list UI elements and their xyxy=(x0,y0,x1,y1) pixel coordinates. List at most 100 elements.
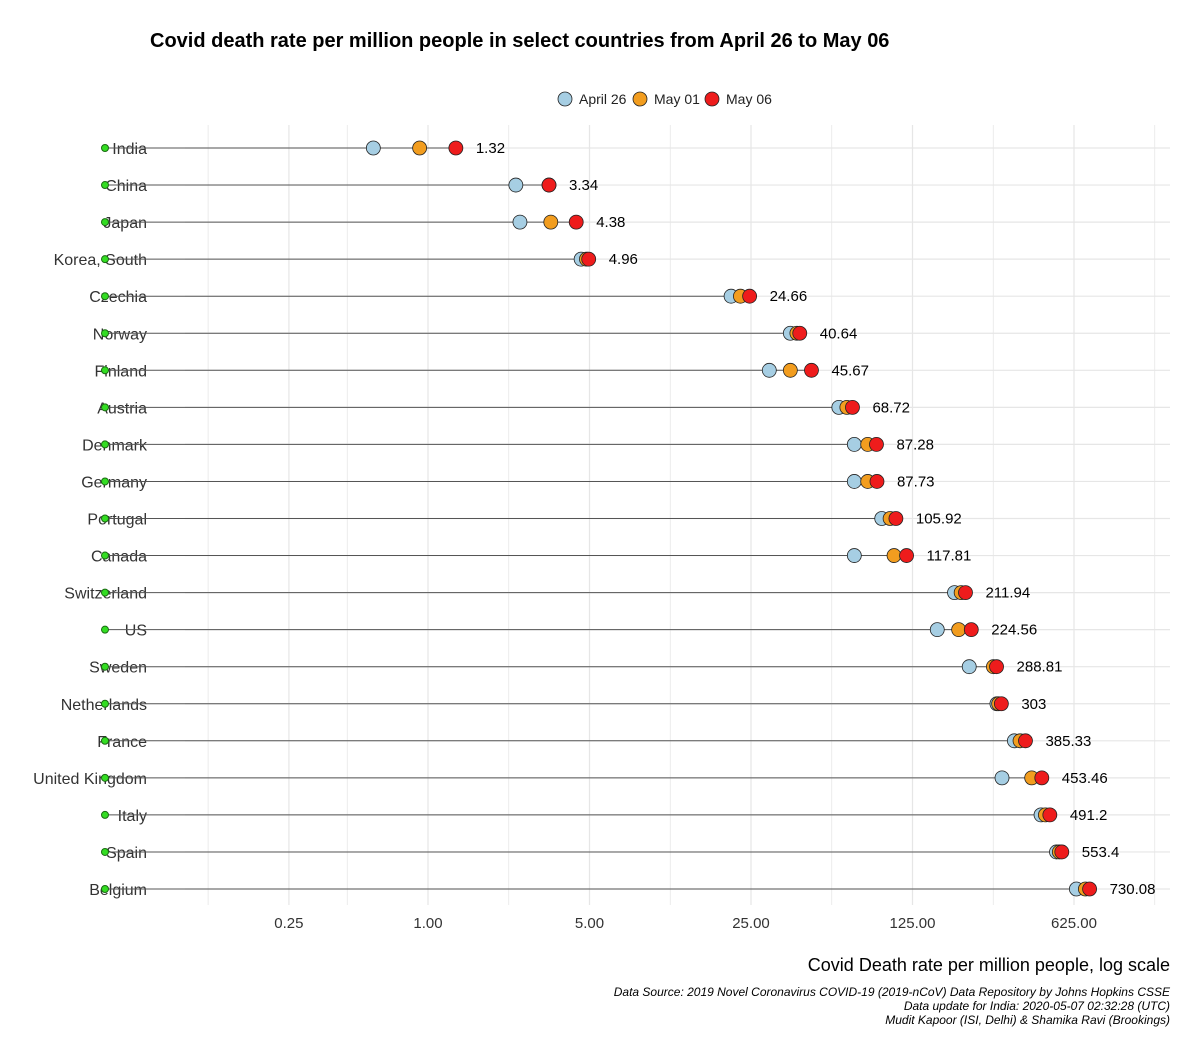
point-april-26 xyxy=(846,436,862,452)
point-may-06 xyxy=(888,511,904,526)
point-may-06 xyxy=(899,548,914,563)
baseline-point xyxy=(101,736,109,745)
x-axis-label: Covid Death rate per million people, log… xyxy=(808,955,1170,975)
category-label: Sweden xyxy=(89,660,147,677)
value-label: 24.66 xyxy=(770,288,808,305)
caption-update: Data update for India: 2020-05-07 02:32:… xyxy=(904,999,1170,1013)
baseline-point xyxy=(101,625,109,634)
category-label: Spain xyxy=(106,845,147,862)
value-label: 224.56 xyxy=(991,622,1037,639)
caption-authors: Mudit Kapoor (ISI, Delhi) & Shamika Ravi… xyxy=(885,1013,1170,1027)
point-may-06 xyxy=(963,622,979,638)
point-may-06 xyxy=(993,696,1009,712)
point-may-06 xyxy=(742,288,758,304)
category-label: Korea, South xyxy=(54,252,147,269)
baseline-point xyxy=(101,329,109,338)
value-label: 1.32 xyxy=(476,140,505,157)
legend-swatch xyxy=(557,91,573,107)
legend-label: May 06 xyxy=(726,91,772,107)
caption-source: Data Source: 2019 Novel Coronavirus COVI… xyxy=(614,985,1171,999)
point-april-26 xyxy=(761,362,777,378)
category-label: India xyxy=(112,141,147,158)
value-label: 87.28 xyxy=(896,436,934,453)
x-tick-label: 1.00 xyxy=(413,915,442,932)
baseline-point xyxy=(101,662,109,671)
value-label: 3.34 xyxy=(569,177,598,194)
point-may-01 xyxy=(412,140,428,156)
category-label: Germany xyxy=(81,474,147,491)
x-tick-label: 25.00 xyxy=(732,915,770,932)
baseline-point xyxy=(101,810,109,819)
value-label: 68.72 xyxy=(872,399,910,416)
value-label: 553.4 xyxy=(1082,844,1120,861)
point-may-06 xyxy=(989,659,1004,675)
value-label: 40.64 xyxy=(820,325,858,342)
baseline-point xyxy=(101,292,109,301)
legend: April 26 May 01 May 06 xyxy=(557,91,772,107)
point-may-06 xyxy=(869,474,885,489)
point-april-26 xyxy=(994,770,1010,786)
baseline-point xyxy=(101,551,109,560)
x-tick-label: 5.00 xyxy=(575,915,604,932)
point-may-06 xyxy=(958,585,973,600)
point-may-06 xyxy=(869,436,884,452)
legend-swatch xyxy=(704,91,720,107)
point-april-26 xyxy=(512,214,528,230)
value-label: 4.38 xyxy=(596,214,625,231)
value-label: 117.81 xyxy=(927,548,972,565)
category-label: Denmark xyxy=(82,437,148,454)
baseline-point xyxy=(101,218,109,227)
point-april-26 xyxy=(846,548,862,563)
point-april-26 xyxy=(929,622,945,638)
category-label: Norway xyxy=(93,326,147,343)
baseline-point xyxy=(101,403,109,412)
point-may-06 xyxy=(581,251,597,267)
baseline-point xyxy=(101,255,109,264)
category-label: United Kingdom xyxy=(33,771,147,788)
point-may-06 xyxy=(792,325,808,341)
point-may-06 xyxy=(541,177,557,193)
baseline-point xyxy=(101,181,109,190)
point-may-06 xyxy=(1018,733,1033,749)
baseline-point xyxy=(101,440,109,449)
value-label: 4.96 xyxy=(609,251,638,268)
point-april-26 xyxy=(961,659,977,675)
category-label: Austria xyxy=(97,400,147,417)
value-label: 288.81 xyxy=(1017,659,1063,676)
category-label: China xyxy=(105,178,147,195)
chart-title: Covid death rate per million people in s… xyxy=(150,30,889,52)
point-may-06 xyxy=(1054,844,1070,860)
value-label: 87.73 xyxy=(897,473,935,490)
category-label: France xyxy=(97,734,147,751)
point-april-26 xyxy=(846,474,862,489)
category-label: Belgium xyxy=(89,882,147,899)
value-label: 105.92 xyxy=(916,511,962,528)
value-label: 45.67 xyxy=(831,362,869,379)
x-axis-ticks: 0.25 1.00 5.00 25.00 125.00 625.00 xyxy=(274,915,1097,932)
category-label: Canada xyxy=(91,549,147,566)
x-tick-label: 625.00 xyxy=(1051,915,1097,932)
point-may-01 xyxy=(782,362,798,378)
legend-swatch xyxy=(632,91,648,107)
category-label: Italy xyxy=(118,808,147,825)
baseline-point xyxy=(101,514,109,523)
point-may-06 xyxy=(804,362,819,378)
baseline-point xyxy=(101,366,109,375)
legend-label: May 01 xyxy=(654,91,700,107)
point-may-01 xyxy=(951,622,967,638)
point-may-06 xyxy=(1034,770,1050,786)
category-label: Portugal xyxy=(87,512,147,529)
point-may-01 xyxy=(543,214,559,230)
value-label: 385.33 xyxy=(1045,733,1091,750)
value-label: 211.94 xyxy=(985,585,1030,602)
baseline-point xyxy=(101,699,109,708)
x-tick-label: 0.25 xyxy=(274,915,303,932)
baseline-point xyxy=(101,477,109,486)
value-label: 303 xyxy=(1021,696,1046,713)
value-label: 730.08 xyxy=(1110,881,1156,898)
point-may-06 xyxy=(1042,807,1058,823)
point-may-06 xyxy=(1082,881,1097,897)
baseline-point xyxy=(101,144,109,152)
value-label: 453.46 xyxy=(1062,770,1108,787)
